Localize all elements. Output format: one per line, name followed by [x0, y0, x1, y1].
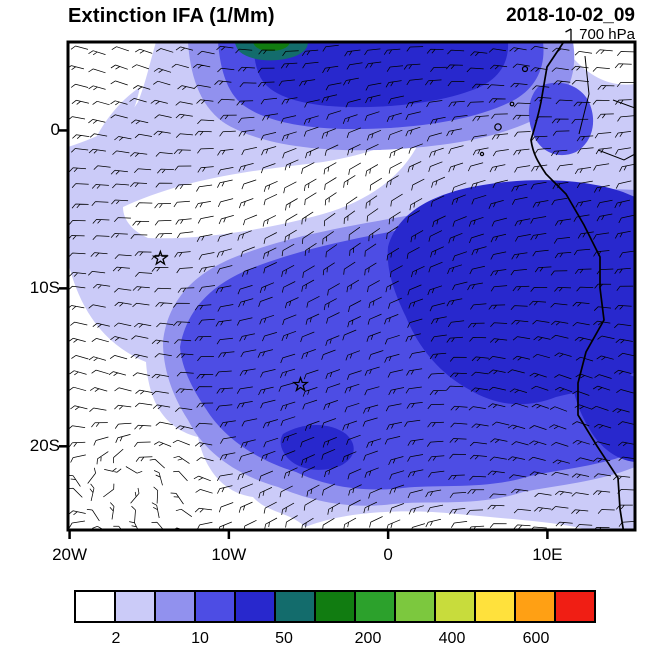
colorbar-cell — [234, 590, 276, 623]
map-canvas — [59, 40, 637, 539]
colorbar-tick-label: 600 — [522, 630, 550, 647]
colorbar-tick-label: 2 — [111, 630, 121, 647]
colorbar-tick-label: 10 — [191, 630, 209, 647]
datetime-label: 2018-10-02_09 — [506, 5, 635, 26]
colorbar-cell — [474, 590, 516, 623]
lat-tick-label: 0 — [50, 120, 60, 140]
map-frame — [66, 40, 637, 532]
star-marker — [292, 375, 310, 393]
colorbar-cell — [434, 590, 476, 623]
lon-tick-label: 10W — [211, 545, 247, 564]
island-outline — [494, 123, 502, 131]
wind-barbs — [68, 44, 635, 530]
country-border — [578, 55, 590, 135]
barb-legend-icon — [565, 28, 572, 41]
colorbar-tick-label: 50 — [275, 630, 293, 647]
coastline-layer — [479, 42, 635, 530]
island-outline — [521, 65, 529, 73]
colorbar-cell — [354, 590, 396, 623]
pressure-level-text: 700 hPa — [579, 26, 635, 43]
colorbar-cell — [74, 590, 116, 623]
colorbar-cell — [514, 590, 556, 623]
colorbar-tick-label: 200 — [354, 630, 382, 647]
lat-tick-label: 10S — [29, 278, 60, 298]
country-border — [612, 99, 635, 109]
coastline — [530, 42, 625, 530]
colorbar — [74, 590, 596, 623]
colorbar-cell — [154, 590, 196, 623]
lon-tick-label: 20W — [52, 545, 88, 564]
colorbar-cell — [314, 590, 356, 623]
colorbar-cell — [194, 590, 236, 623]
colorbar-cell — [554, 590, 596, 623]
pressure-level-label: 700 hPa — [564, 26, 635, 43]
colorbar-cell — [394, 590, 436, 623]
island-outline — [509, 101, 515, 107]
chart-title: Extinction IFA (1/Mm) — [68, 5, 275, 27]
colorbar-cell — [114, 590, 156, 623]
lon-tick-label: 10E — [532, 545, 563, 564]
wind-barb-layer — [68, 44, 635, 530]
lon-tick-label: 0 — [383, 545, 393, 564]
colorbar-cell — [274, 590, 316, 623]
country-border — [597, 149, 635, 161]
star-marker — [151, 249, 169, 266]
island-outline — [479, 151, 485, 157]
lat-tick-label: 20S — [29, 436, 60, 456]
colorbar-tick-label: 400 — [438, 630, 466, 647]
